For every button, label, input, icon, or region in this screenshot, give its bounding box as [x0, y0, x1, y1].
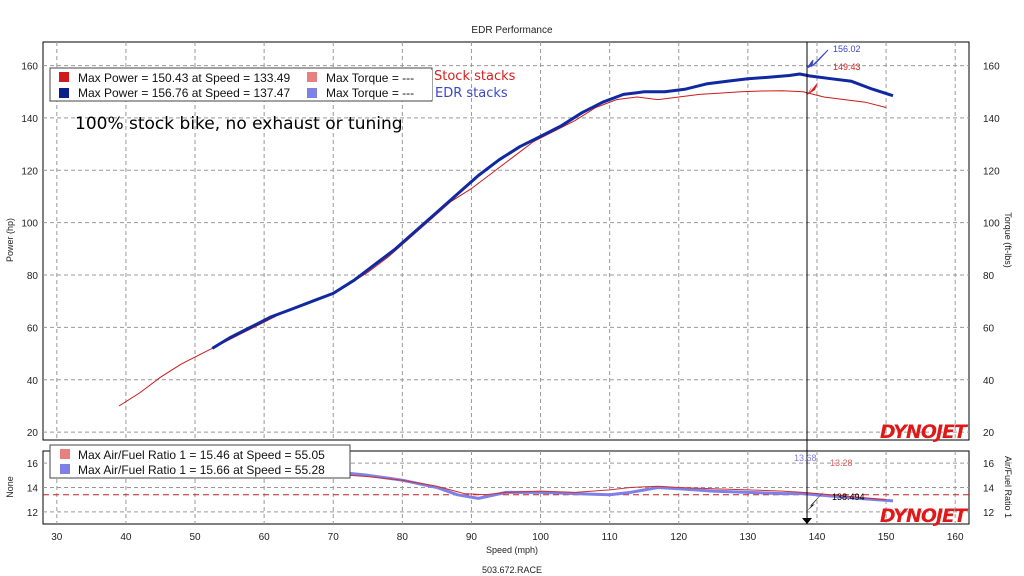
legend-text-2: Max Power = 156.76 at Speed = 137.47	[78, 86, 290, 100]
afr-y2-tick-label: 16	[983, 459, 995, 470]
cursor-x-readout: 138.494	[832, 492, 865, 502]
cursor-marker-x	[802, 518, 812, 524]
x-tick-label: 40	[120, 532, 132, 543]
x-tick-label: 90	[466, 532, 478, 543]
cursor-arrow-x	[807, 490, 825, 511]
x-tick-label: 60	[259, 532, 271, 543]
chart-title: EDR Performance	[471, 25, 553, 36]
edr-stacks-label: EDR stacks	[435, 86, 508, 101]
y-axis-label: Power (hp)	[5, 218, 15, 262]
y-tick-label: 40	[27, 376, 39, 387]
cursor-arrow-stock	[807, 82, 818, 95]
y-tick-label: 20	[27, 428, 39, 439]
x-tick-label: 80	[397, 532, 409, 543]
y2-tick-label: 120	[983, 166, 1000, 177]
cursor-arrow-edr	[806, 49, 829, 69]
x-tick-label: 130	[740, 532, 757, 543]
legend-torque-bg	[298, 70, 432, 100]
afr-cursor-value-stock: 13.28	[830, 458, 853, 468]
legend-swatch-3	[307, 72, 317, 82]
footer-phone: 503.672.RACE	[482, 565, 542, 575]
series-line-edr	[211, 72, 894, 350]
x-tick-label: 30	[51, 532, 63, 543]
afr-left-label: None	[5, 476, 15, 498]
afr-cursor-value-edr: 13.68	[794, 453, 817, 463]
y2-tick-label: 60	[983, 323, 995, 334]
afr-legend-swatch-1	[60, 449, 70, 459]
y-tick-label: 120	[21, 166, 38, 177]
afr-legend-text-2: Max Air/Fuel Ratio 1 = 15.66 at Speed = …	[78, 463, 325, 477]
y2-axis-label: Torque (ft-lbs)	[1003, 212, 1013, 268]
afr-y-tick-label: 14	[27, 484, 39, 495]
legend-swatch-4	[307, 88, 317, 98]
y2-tick-label: 140	[983, 114, 1000, 125]
y2-tick-label: 40	[983, 376, 995, 387]
y-tick-label: 60	[27, 323, 39, 334]
legend-text-4: Max Torque = ---	[326, 86, 414, 100]
afr-line-stock	[229, 470, 887, 501]
series-line-stock	[118, 90, 887, 407]
stock-stacks-label: Stock stacks	[434, 69, 516, 84]
afr-series	[43, 466, 969, 503]
legend-swatch-1	[59, 72, 69, 82]
afr-line-edr	[229, 466, 894, 503]
cursor-value-edr: 156.02	[833, 44, 861, 54]
x-tick-label: 160	[947, 532, 964, 543]
afr-y2-tick-label: 14	[983, 484, 995, 495]
x-tick-label: 50	[189, 532, 201, 543]
afr-legend-swatch-2	[60, 464, 70, 474]
x-tick-label: 70	[328, 532, 340, 543]
afr-legend-text-1: Max Air/Fuel Ratio 1 = 15.46 at Speed = …	[78, 448, 325, 462]
power-series	[118, 72, 894, 407]
cursor-value-stock: 149.43	[833, 62, 861, 72]
afr-y2-tick-label: 12	[983, 508, 995, 519]
x-tick-label: 100	[532, 532, 549, 543]
y2-tick-label: 80	[983, 271, 995, 282]
power-legend: Max Power = 150.43 at Speed = 133.49 Max…	[49, 67, 433, 102]
y-tick-label: 140	[21, 114, 38, 125]
afr-y-tick-label: 12	[27, 508, 39, 519]
x-tick-label: 120	[670, 532, 687, 543]
stock-bike-note: 100% stock bike, no exhaust or tuning	[75, 114, 403, 134]
x-tick-label: 140	[809, 532, 826, 543]
cursor-arrows	[802, 49, 829, 524]
legend-text-1: Max Power = 150.43 at Speed = 133.49	[78, 71, 290, 85]
afr-legend: Max Air/Fuel Ratio 1 = 15.46 at Speed = …	[49, 444, 351, 479]
y2-tick-label: 20	[983, 428, 995, 439]
y2-tick-label: 160	[983, 62, 1000, 73]
afr-y-tick-label: 16	[27, 459, 39, 470]
y-tick-label: 160	[21, 62, 38, 73]
grid	[43, 42, 969, 524]
x-tick-label: 150	[878, 532, 895, 543]
y2-tick-label: 100	[983, 219, 1000, 230]
legend-swatch-2	[59, 88, 69, 98]
power-plot-area	[42, 41, 970, 441]
tick-labels: 30 40 50 60 70 80 90 100 110 120 130 140 150 160 20 20 4…	[21, 62, 1000, 543]
y-tick-label: 80	[27, 271, 39, 282]
afr-right-label: Air/Fuel Ratio 1	[1003, 456, 1013, 518]
dynojet-logo-bottom: DYNOJET	[880, 505, 969, 527]
legend-text-3: Max Torque = ---	[326, 71, 414, 85]
x-tick-label: 110	[602, 532, 618, 543]
x-axis-label: Speed (mph)	[486, 545, 538, 555]
y-tick-label: 100	[21, 219, 38, 230]
afr-legend-box	[49, 444, 351, 479]
dynojet-logo-top: DYNOJET	[880, 421, 969, 443]
